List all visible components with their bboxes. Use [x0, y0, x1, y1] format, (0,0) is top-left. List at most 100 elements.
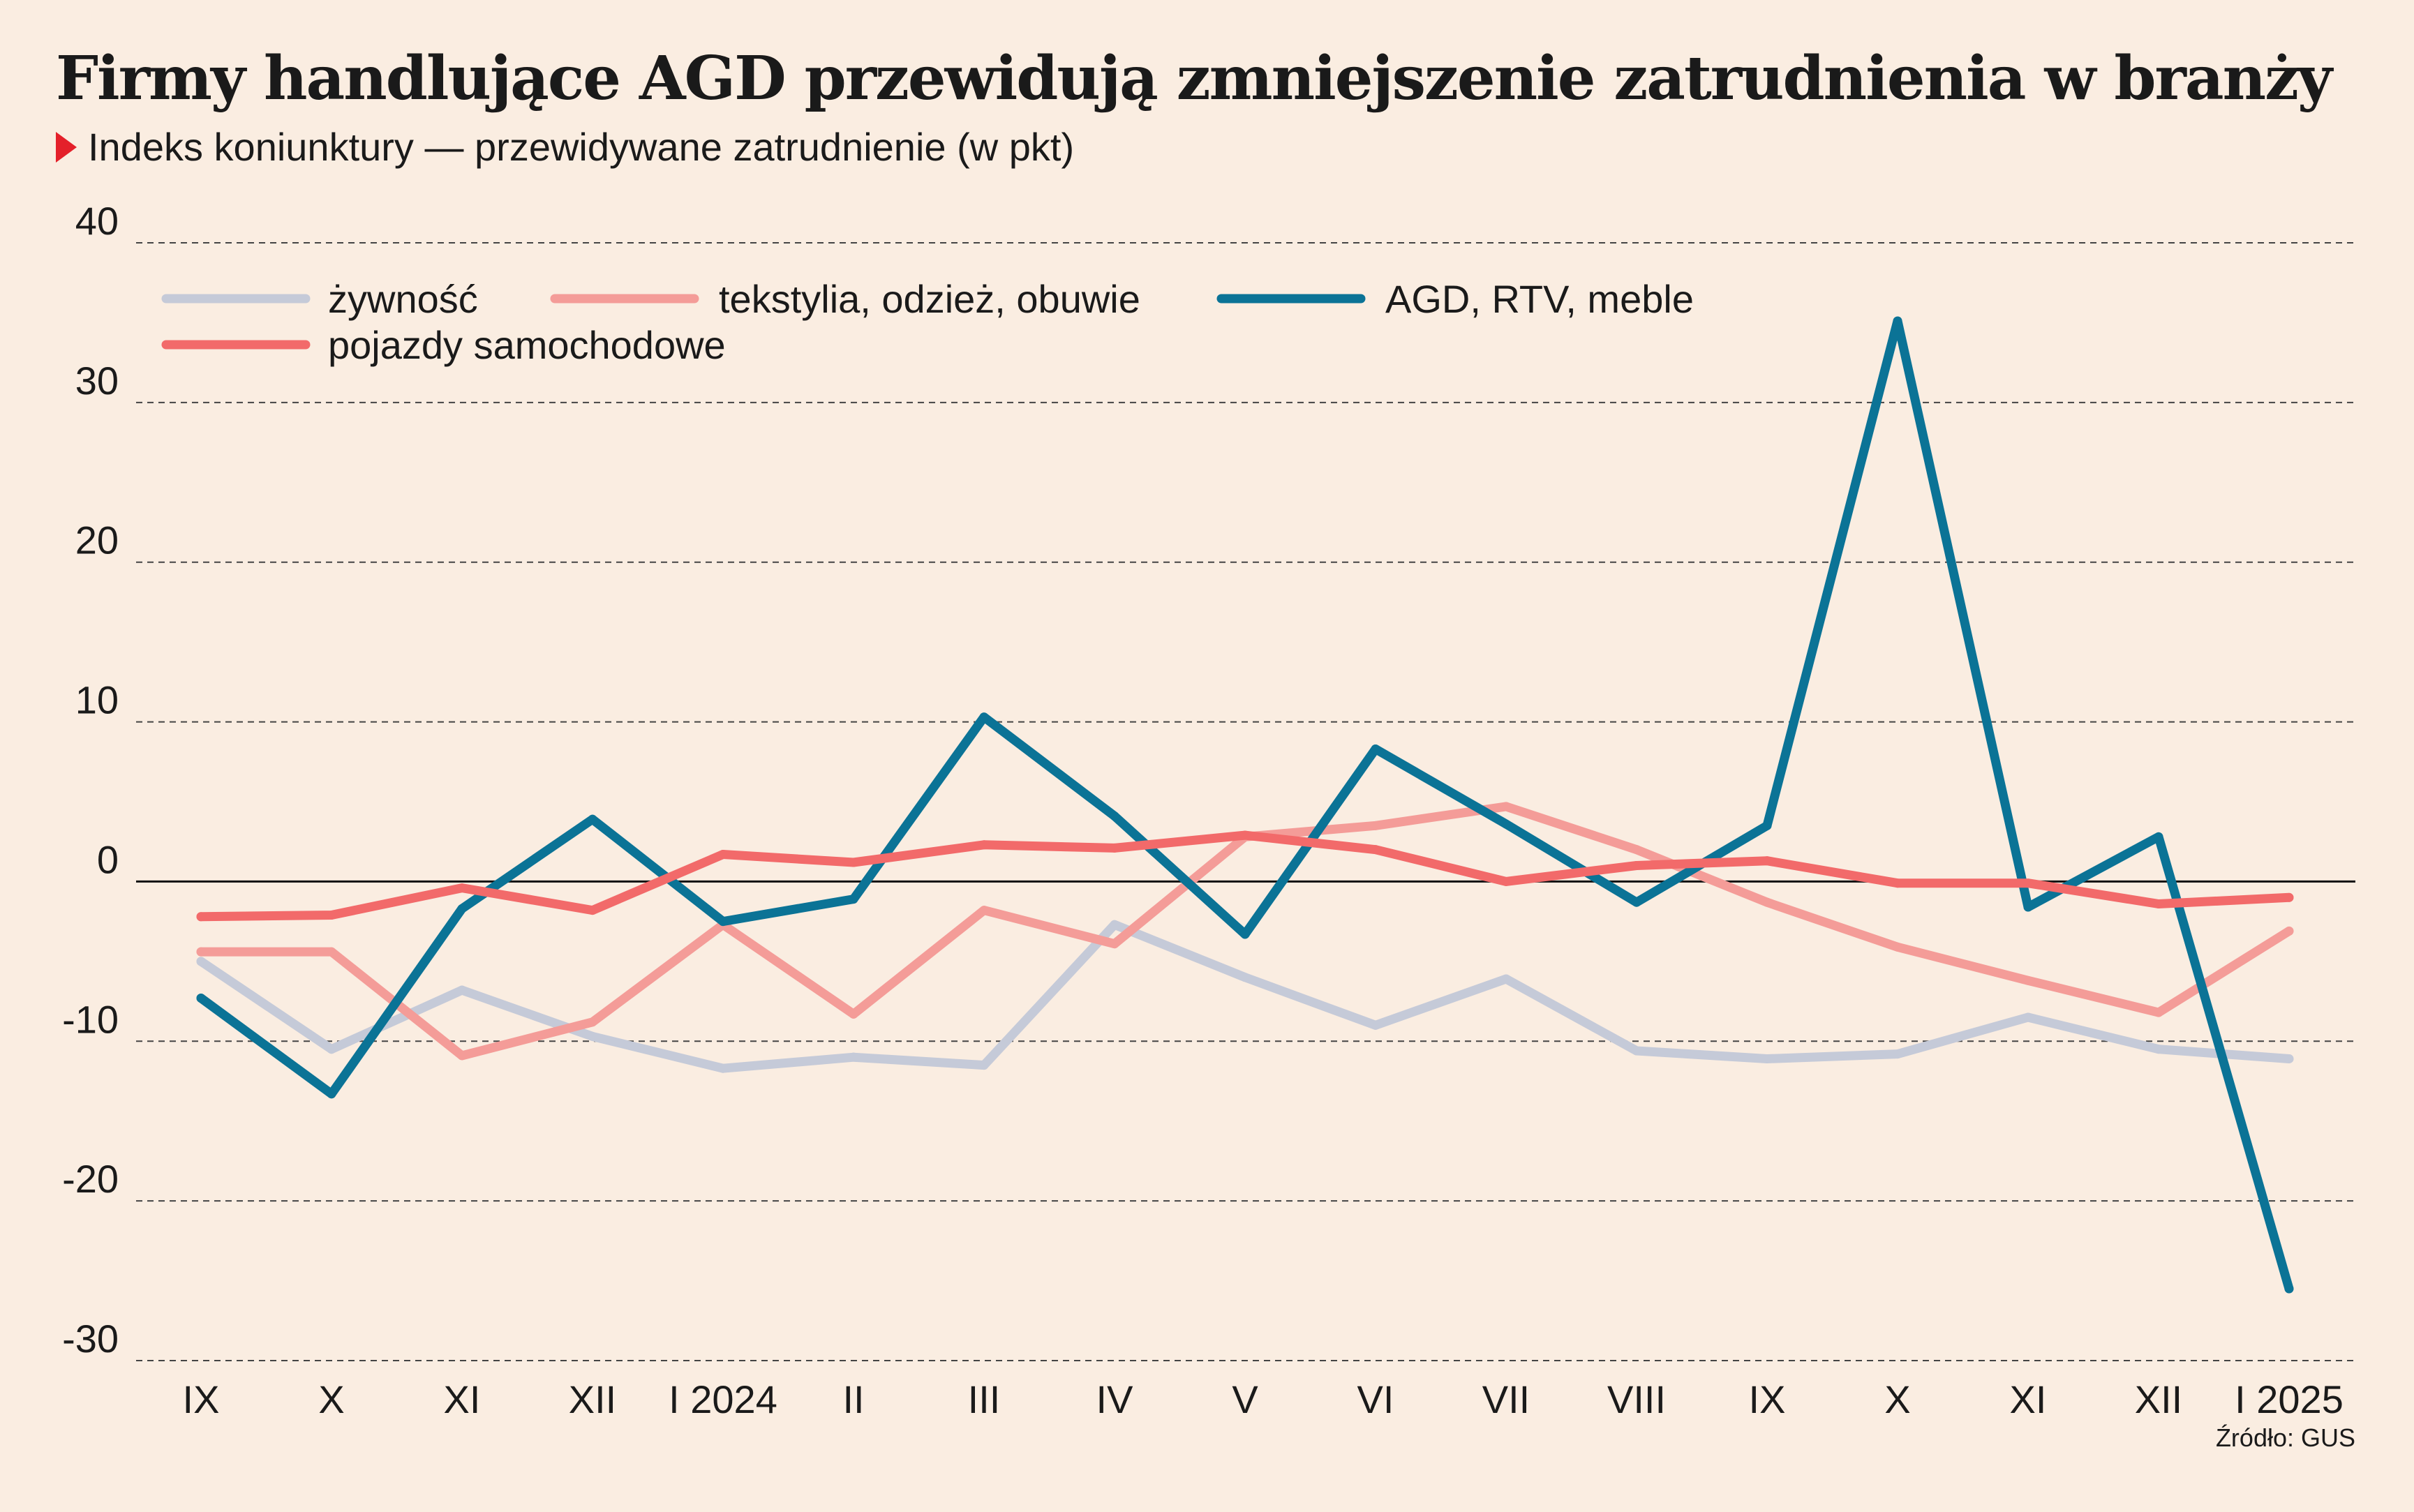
- data-point: [457, 883, 467, 893]
- data-point: [979, 840, 989, 850]
- data-point: [1501, 819, 1511, 829]
- x-tick-label: II: [842, 1377, 864, 1421]
- x-tick-label: VI: [1357, 1377, 1394, 1421]
- legend-label: pojazdy samochodowe: [328, 323, 726, 367]
- chart-subtitle: Indeks koniunktury — przewidywane zatrud…: [56, 124, 1074, 170]
- data-point: [979, 712, 989, 722]
- data-point: [718, 917, 728, 927]
- data-point: [1893, 1049, 1902, 1059]
- data-point: [196, 993, 206, 1003]
- x-tick-label: XI: [2010, 1377, 2047, 1421]
- chart-title: Firmy handlujące AGD przewidują zmniejsz…: [56, 43, 2332, 114]
- x-tick-label: XI: [444, 1377, 481, 1421]
- y-tick-label: -10: [62, 997, 119, 1041]
- x-tick-label: VIII: [1607, 1377, 1666, 1421]
- data-point: [327, 947, 336, 957]
- data-point: [1893, 316, 1902, 326]
- y-tick-label: -30: [62, 1317, 119, 1361]
- x-tick-label: I 2025: [2235, 1377, 2344, 1421]
- y-axis-labels: 40 30 20 10 0 -10 -20 -30: [62, 199, 119, 1361]
- y-tick-label: 0: [97, 837, 119, 881]
- triangle-marker-icon: [56, 131, 77, 163]
- y-tick-label: 20: [75, 518, 119, 562]
- data-point: [1240, 830, 1250, 840]
- data-point: [457, 985, 467, 995]
- data-point: [1240, 929, 1250, 939]
- data-point: [718, 850, 728, 860]
- data-point: [1762, 897, 1772, 907]
- data-point: [979, 906, 989, 915]
- gridlines: [136, 242, 2355, 1361]
- x-tick-label: XII: [569, 1377, 616, 1421]
- x-tick-label: V: [1232, 1377, 1258, 1421]
- series-lines: [196, 316, 2294, 1294]
- data-point: [2023, 975, 2033, 985]
- data-point: [327, 1089, 336, 1099]
- data-point: [849, 1052, 858, 1062]
- series-line-2: [196, 316, 2294, 1294]
- data-point: [2023, 878, 2033, 888]
- data-point: [588, 1017, 597, 1027]
- subtitle-text: Indeks koniunktury — przewidywane zatrud…: [88, 125, 1075, 169]
- x-tick-label: XII: [2135, 1377, 2182, 1421]
- data-point: [2154, 832, 2163, 841]
- legend: żywność tekstylia, odzież, obuwie AGD, RTV…: [161, 277, 1694, 367]
- data-point: [1893, 878, 1902, 888]
- data-point: [196, 912, 206, 922]
- x-tick-label: I 2024: [669, 1377, 777, 1421]
- data-point: [196, 957, 206, 966]
- data-point: [588, 1031, 597, 1041]
- data-point: [1501, 876, 1511, 886]
- data-point: [196, 947, 206, 957]
- data-point: [457, 1051, 467, 1061]
- x-tick-label: X: [318, 1377, 344, 1421]
- data-point: [849, 858, 858, 867]
- data-point: [718, 1063, 728, 1073]
- source-note: Źródło: GUS: [2215, 1423, 2355, 1452]
- legend-label: żywność: [328, 277, 478, 321]
- data-point: [1371, 744, 1380, 754]
- data-point: [457, 904, 467, 913]
- x-axis-labels: IX X XI XII I 2024 II III IV V VI VII VIII IX X XI XII I…: [183, 1377, 2344, 1421]
- data-point: [1632, 897, 1641, 907]
- y-tick-label: 30: [75, 359, 119, 403]
- y-tick-label: 10: [75, 678, 119, 722]
- data-point: [849, 1009, 858, 1019]
- data-point: [1762, 821, 1772, 830]
- data-point: [2284, 926, 2294, 936]
- data-point: [2023, 1012, 2033, 1022]
- legend-label: AGD, RTV, meble: [1385, 277, 1694, 321]
- data-point: [979, 1061, 989, 1070]
- data-point: [2284, 1054, 2294, 1063]
- data-point: [1632, 1046, 1641, 1056]
- x-tick-label: X: [1884, 1377, 1910, 1421]
- data-point: [1371, 845, 1380, 855]
- data-point: [1110, 939, 1119, 949]
- data-point: [1762, 856, 1772, 866]
- data-point: [1893, 942, 1902, 952]
- legend-label: tekstylia, odzież, obuwie: [719, 277, 1140, 321]
- data-point: [2154, 899, 2163, 908]
- data-point: [1240, 973, 1250, 982]
- data-point: [1632, 861, 1641, 871]
- data-point: [588, 814, 597, 824]
- data-point: [2023, 902, 2033, 912]
- x-tick-label: IX: [183, 1377, 220, 1421]
- data-point: [1762, 1054, 1772, 1063]
- data-point: [2154, 1045, 2163, 1054]
- y-tick-label: 40: [75, 199, 119, 243]
- data-point: [2284, 1284, 2294, 1294]
- data-point: [849, 895, 858, 904]
- x-tick-label: IX: [1749, 1377, 1786, 1421]
- data-point: [1110, 843, 1119, 853]
- x-tick-label: IV: [1096, 1377, 1134, 1421]
- data-point: [1110, 811, 1119, 821]
- data-point: [327, 1045, 336, 1054]
- data-point: [1501, 802, 1511, 811]
- x-tick-label: VII: [1482, 1377, 1530, 1421]
- data-point: [1371, 1020, 1380, 1030]
- data-point: [1371, 821, 1380, 830]
- data-point: [1110, 920, 1119, 929]
- data-point: [1501, 974, 1511, 984]
